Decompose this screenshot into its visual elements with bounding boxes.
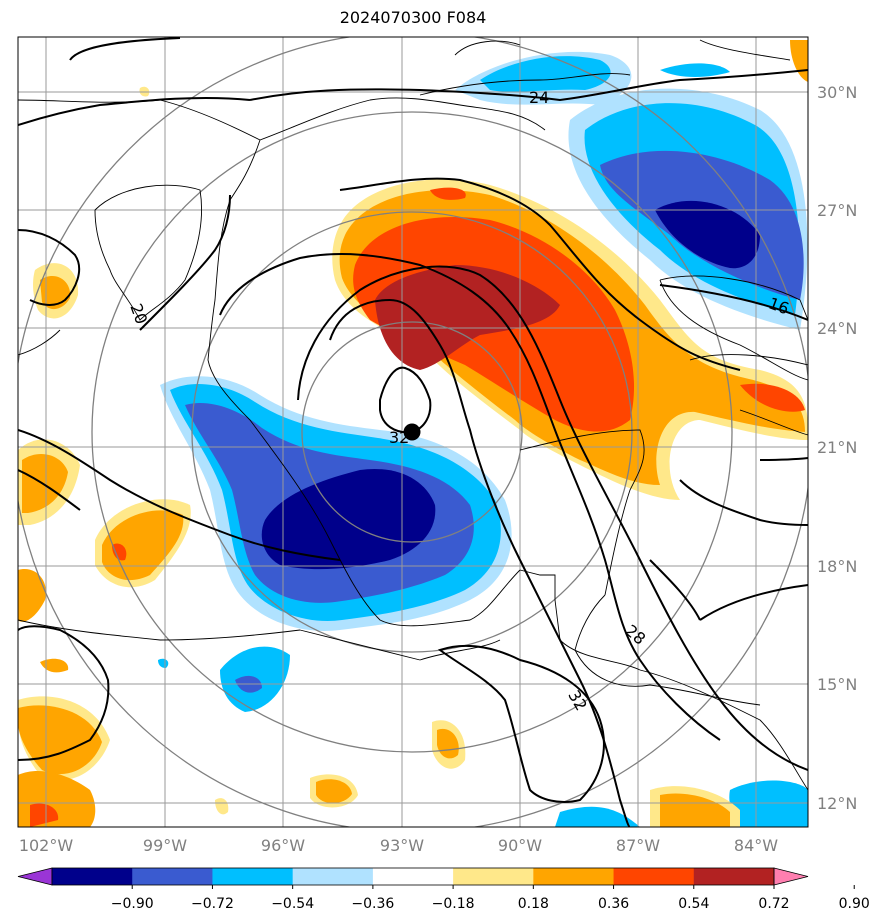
storm-center-marker (403, 423, 421, 441)
colorbar-segment (453, 868, 534, 885)
lat-label-27n: 27°N (817, 201, 857, 220)
colorbar-segment (292, 868, 374, 885)
colorbar-extend-high (773, 867, 809, 886)
colorbar-tick-label: 0.54 (678, 896, 709, 912)
graticule (18, 37, 808, 827)
height-contours (18, 37, 808, 827)
lat-label-21n: 21°N (817, 438, 857, 457)
colorbar-tick-label: −0.72 (191, 896, 234, 912)
contour-label-32: 32 (389, 428, 409, 447)
lon-label-87w: 87°W (616, 836, 660, 855)
colorbar-tick-label: 0.90 (839, 896, 870, 912)
map-frame (17, 36, 809, 828)
contour-label-24: 24 (529, 88, 549, 107)
colorbar-frame (51, 867, 775, 886)
plot-title: 2024070300 F084 (339, 8, 487, 27)
lat-label-12n: 12°N (817, 794, 857, 813)
colorbar-segment (372, 868, 454, 885)
lat-label-24n: 24°N (817, 319, 857, 338)
longitude-labels: 102°W 99°W 96°W 93°W 90°W 87°W 84°W (19, 836, 778, 855)
colorbar-tick-label: 0.36 (598, 896, 629, 912)
colorbar-segment (52, 868, 133, 885)
colorbar-tick-label: −0.54 (271, 896, 314, 912)
lon-label-99w: 99°W (143, 836, 187, 855)
positive-anomaly-central (332, 179, 808, 500)
lon-label-102w: 102°W (19, 836, 74, 855)
lat-label-15n: 15°N (817, 675, 857, 694)
lat-label-30n: 30°N (817, 83, 857, 102)
colorbar: −0.90 −0.72 −0.54 −0.36 −0.18 0.18 0.36 0.54 0.7… (17, 867, 870, 912)
lon-label-84w: 84°W (734, 836, 778, 855)
colorbar-segment (132, 868, 213, 885)
colorbar-extend-low (17, 867, 53, 886)
negative-anomaly-central (158, 376, 808, 827)
latitude-labels: 30°N 27°N 24°N 21°N 18°N 15°N 12°N (817, 83, 857, 813)
map-panel: 24 20 16 32 28 32 (18, 37, 808, 827)
colorbar-tick-label: −0.18 (432, 896, 475, 912)
colorbar-segment (533, 868, 615, 885)
colorbar-tick-label: −0.36 (351, 896, 394, 912)
coastlines (18, 39, 808, 791)
lat-label-18n: 18°N (817, 557, 857, 576)
lon-label-93w: 93°W (380, 836, 424, 855)
colorbar-tick-label: −0.90 (111, 896, 154, 912)
lon-label-90w: 90°W (498, 836, 542, 855)
colorbar-tick-label: 0.72 (758, 896, 789, 912)
colorbar-segment (212, 868, 294, 885)
colorbar-segment (693, 868, 775, 885)
positive-anomaly-scattered (18, 86, 740, 827)
colorbar-tick-label: 0.18 (518, 896, 549, 912)
range-rings (18, 37, 808, 827)
lon-label-96w: 96°W (261, 836, 305, 855)
colorbar-segment (613, 868, 695, 885)
